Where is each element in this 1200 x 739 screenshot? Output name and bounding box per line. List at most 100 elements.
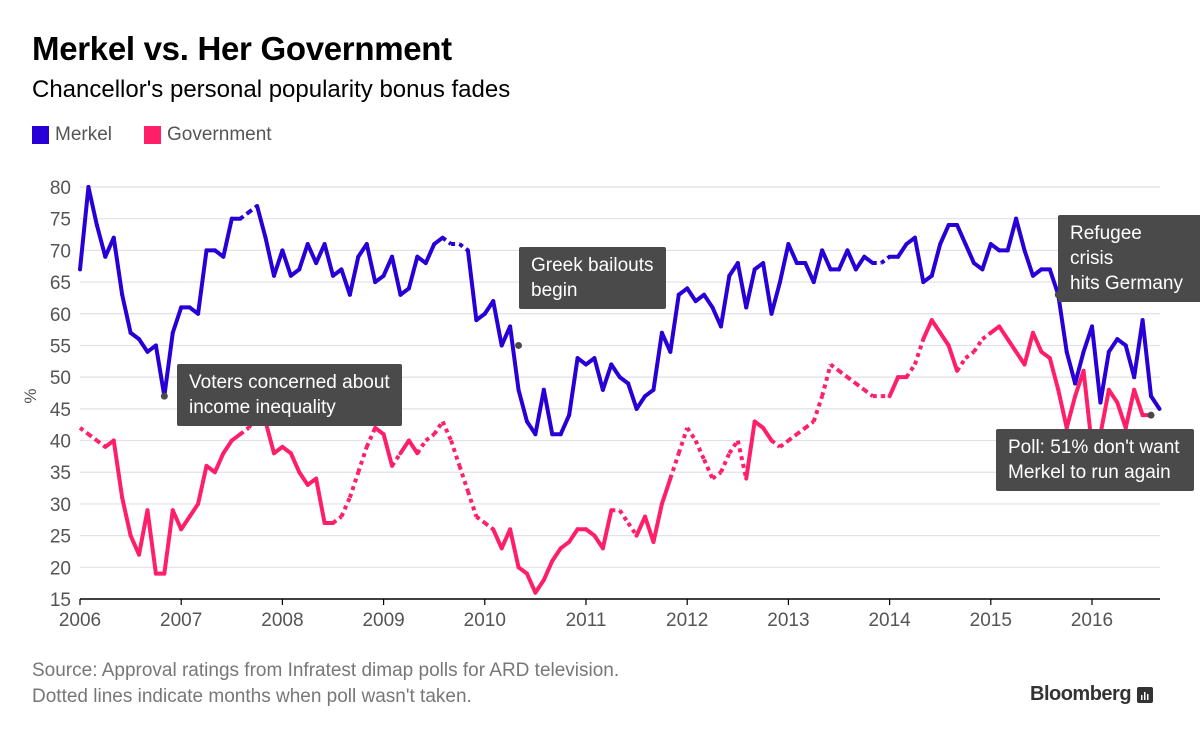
merkel-line-segment xyxy=(1005,216,1019,253)
y-tick-label: 20 xyxy=(50,558,71,579)
merkel-line-segment xyxy=(533,387,546,437)
government-line-segment xyxy=(938,330,951,348)
merkel-line-segment xyxy=(314,242,327,266)
government-line-segment xyxy=(137,508,150,557)
government-line-segment xyxy=(735,440,749,480)
government-line-segment xyxy=(761,425,774,443)
government-line-segment xyxy=(179,514,192,532)
x-tick-label: 2012 xyxy=(666,610,708,631)
government-line-segment xyxy=(111,438,125,500)
dotted-note: Dotted lines indicate months when poll w… xyxy=(32,686,472,707)
legend: Merkel Government xyxy=(32,124,304,146)
merkel-line-segment xyxy=(170,305,184,335)
government-line-segment xyxy=(390,452,403,468)
government-line-segment xyxy=(1132,387,1145,418)
y-tick-label: 40 xyxy=(50,432,71,453)
government-line-segment xyxy=(398,438,411,456)
merkel-line-segment xyxy=(685,286,698,304)
merkel-line-segment xyxy=(465,248,479,323)
legend-label-government: Government xyxy=(167,124,272,145)
merkel-line-segment xyxy=(929,242,943,278)
chart-title: Merkel vs. Her Government xyxy=(32,30,452,67)
merkel-line-segment xyxy=(1073,349,1086,386)
merkel-line-segment xyxy=(862,254,875,266)
y-tick-label: 30 xyxy=(50,495,71,516)
merkel-line-segment xyxy=(1056,292,1069,354)
merkel-line-segment xyxy=(963,242,976,266)
merkel-line-segment xyxy=(162,330,175,399)
merkel-line-segment xyxy=(1047,267,1061,297)
annotation-poll-line1: Poll: 51% don't want xyxy=(1008,437,1180,458)
y-tick-label: 15 xyxy=(50,590,71,611)
merkel-line-segment xyxy=(441,236,453,246)
merkel-line-segment xyxy=(339,267,352,297)
merkel-line-segment xyxy=(668,292,681,354)
footer: Source: Approval ratings from Infratest … xyxy=(32,658,619,710)
government-line-segment xyxy=(1098,387,1111,437)
government-line-segment xyxy=(499,527,513,551)
government-line-segment xyxy=(659,476,673,506)
y-tick-label: 25 xyxy=(50,527,71,548)
annotation-inequality-pointer-dot xyxy=(160,392,168,400)
y-axis-label: % xyxy=(21,388,40,403)
government-line-segment xyxy=(820,363,833,397)
government-line-segment xyxy=(887,375,901,399)
merkel-line-segment xyxy=(280,248,293,278)
merkel-line-segment xyxy=(912,235,926,285)
government-line-segment xyxy=(331,515,343,525)
government-line-segment xyxy=(787,432,799,443)
x-tick-label: 2010 xyxy=(464,610,506,631)
annotation-inequality-line2: income inequality xyxy=(189,397,336,418)
merkel-line-segment xyxy=(955,223,968,247)
y-tick-label: 65 xyxy=(50,273,71,294)
merkel-line-segment xyxy=(980,242,993,272)
government-line-segment xyxy=(314,476,327,525)
government-line-segment xyxy=(929,318,943,335)
legend-item-merkel: Merkel xyxy=(32,124,112,146)
government-line-segment xyxy=(618,509,630,525)
merkel-line-segment xyxy=(1014,216,1027,253)
government-line-segment xyxy=(1115,400,1128,430)
government-line-segment xyxy=(770,438,782,449)
government-line-segment xyxy=(162,508,175,576)
government-line-segment xyxy=(491,527,504,551)
government-line-segment xyxy=(643,514,656,544)
merkel-line-segment xyxy=(853,254,867,272)
government-line-segment xyxy=(837,369,849,379)
government-line-segment xyxy=(829,362,841,373)
merkel-line-segment xyxy=(777,242,791,285)
y-tick-label: 55 xyxy=(50,336,71,357)
government-line-segment xyxy=(711,470,723,481)
government-line-segment xyxy=(449,439,462,467)
government-line-segment xyxy=(997,324,1010,342)
government-line-segment xyxy=(668,452,681,480)
legend-item-government: Government xyxy=(144,124,272,146)
legend-label-merkel: Merkel xyxy=(55,124,113,145)
government-line-segment xyxy=(946,343,960,373)
merkel-line-segment xyxy=(78,185,91,272)
government-line-segment xyxy=(854,381,866,392)
x-tick-label: 2011 xyxy=(566,610,607,631)
government-line-segment xyxy=(475,515,487,525)
merkel-line-segment xyxy=(626,381,639,411)
merkel-line-segment xyxy=(786,242,799,266)
government-line-segment xyxy=(120,495,133,538)
annotation-greek-line1: Greek bailouts xyxy=(531,255,654,276)
merkel-line-segment xyxy=(297,242,310,272)
y-tick-label: 45 xyxy=(50,400,71,421)
merkel-line-segment xyxy=(803,261,816,285)
merkel-line-segment xyxy=(1149,394,1162,411)
merkel-line-segment xyxy=(255,204,268,240)
government-line-segment xyxy=(212,451,226,475)
government-line-segment xyxy=(78,426,90,436)
government-line-segment xyxy=(913,338,926,366)
government-line-segment xyxy=(804,419,815,430)
legend-swatch-government xyxy=(144,126,162,144)
merkel-line-segment xyxy=(1106,337,1120,354)
government-line-segment xyxy=(778,438,790,449)
merkel-line-segment xyxy=(592,356,605,392)
government-line-segment xyxy=(964,350,976,360)
government-line-segment xyxy=(415,439,428,455)
government-line-segment xyxy=(533,577,546,595)
x-tick-label: 2008 xyxy=(261,610,303,631)
